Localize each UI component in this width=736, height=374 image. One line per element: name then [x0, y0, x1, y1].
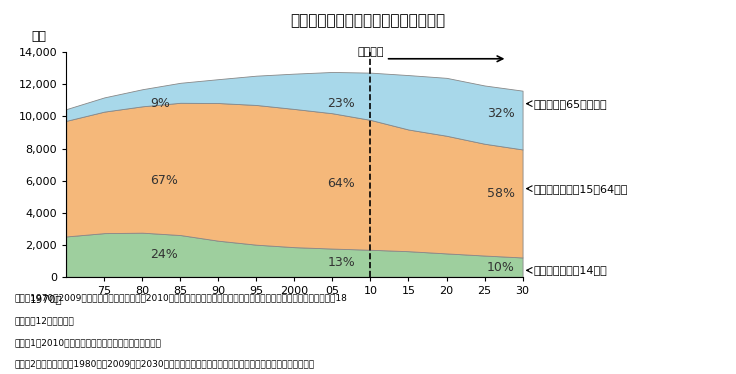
Text: 23%: 23% [328, 97, 355, 110]
Text: 資料：1970〜2009年は総務省「人口推計」、2010年以降は国立社会保障・人口問題研究所「日本の将来推計人口（平成18: 資料：1970〜2009年は総務省「人口推計」、2010年以降は国立社会保障・人… [15, 294, 347, 303]
Text: 24%: 24% [150, 248, 177, 261]
Text: 64%: 64% [328, 177, 355, 190]
Y-axis label: 万人: 万人 [32, 30, 46, 43]
Text: 13%: 13% [328, 256, 355, 269]
Text: 年少人口（０〜14歳）: 年少人口（０〜14歳） [526, 265, 608, 275]
Text: （推計）: （推計） [357, 47, 383, 57]
Text: 32%: 32% [487, 107, 515, 120]
Text: 1970年: 1970年 [30, 294, 63, 304]
Text: 9%: 9% [150, 97, 170, 110]
Text: 58%: 58% [487, 187, 515, 200]
Text: 10%: 10% [487, 261, 515, 275]
Text: 年12月推計）」: 年12月推計）」 [15, 316, 74, 325]
Text: 図２－３　年齢別人口の推移と見通し: 図２－３ 年齢別人口の推移と見通し [291, 13, 445, 28]
Text: 67%: 67% [150, 174, 178, 187]
Text: 2）図中の数値は1980年、2009年、2030年各時点における全人口に対するそれぞれの人口の占める割合: 2）図中の数値は1980年、2009年、2030年各時点における全人口に対するそ… [15, 359, 315, 368]
Text: 生産年齢人口（15〜64歳）: 生産年齢人口（15〜64歳） [526, 184, 629, 194]
Text: 老年人口（65歳以上）: 老年人口（65歳以上） [526, 99, 608, 109]
Text: 注：1）2010年以降は出生中位（死亡中位）推計の値: 注：1）2010年以降は出生中位（死亡中位）推計の値 [15, 338, 162, 347]
